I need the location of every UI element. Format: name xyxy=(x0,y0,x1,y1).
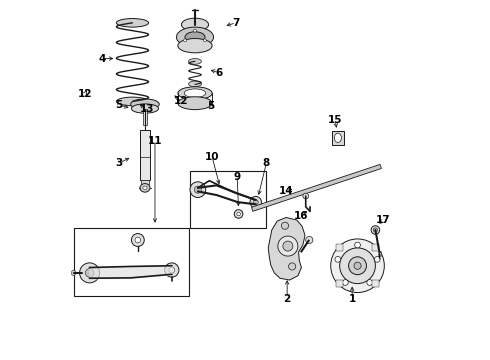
Circle shape xyxy=(377,256,383,262)
Circle shape xyxy=(374,256,380,262)
Circle shape xyxy=(348,257,367,275)
Text: 8: 8 xyxy=(263,158,270,168)
Text: 5: 5 xyxy=(207,101,215,111)
Circle shape xyxy=(253,200,258,204)
Ellipse shape xyxy=(117,18,148,27)
Circle shape xyxy=(343,280,348,285)
Ellipse shape xyxy=(178,39,212,53)
Text: 12: 12 xyxy=(78,89,92,99)
Circle shape xyxy=(135,237,141,243)
Circle shape xyxy=(194,29,196,32)
Ellipse shape xyxy=(178,87,212,100)
Circle shape xyxy=(281,222,289,229)
Text: 3: 3 xyxy=(116,158,123,168)
Ellipse shape xyxy=(117,97,148,106)
Text: 12: 12 xyxy=(174,96,189,107)
Circle shape xyxy=(354,262,361,269)
Bar xyxy=(332,131,343,145)
Circle shape xyxy=(335,256,341,262)
Bar xyxy=(140,130,150,180)
Polygon shape xyxy=(251,165,381,211)
Ellipse shape xyxy=(184,89,206,98)
Circle shape xyxy=(194,186,201,193)
Ellipse shape xyxy=(189,59,201,64)
Bar xyxy=(372,280,379,288)
Circle shape xyxy=(250,197,262,208)
Text: 16: 16 xyxy=(294,211,309,221)
Ellipse shape xyxy=(143,186,147,190)
Text: 17: 17 xyxy=(376,215,391,225)
Polygon shape xyxy=(72,270,75,276)
Circle shape xyxy=(131,234,144,247)
Circle shape xyxy=(340,248,375,284)
Circle shape xyxy=(278,236,298,256)
Bar xyxy=(190,171,267,228)
Text: 10: 10 xyxy=(205,152,220,162)
Text: 6: 6 xyxy=(216,68,223,78)
Circle shape xyxy=(373,228,377,232)
Ellipse shape xyxy=(140,184,150,192)
Circle shape xyxy=(367,280,372,285)
Circle shape xyxy=(79,263,99,283)
Text: 1: 1 xyxy=(348,294,356,303)
Circle shape xyxy=(184,39,187,42)
Bar xyxy=(74,228,189,296)
Bar xyxy=(336,244,343,251)
Polygon shape xyxy=(268,217,305,280)
Circle shape xyxy=(190,182,206,198)
Text: 7: 7 xyxy=(232,18,240,28)
Circle shape xyxy=(303,193,309,199)
Ellipse shape xyxy=(189,81,201,87)
Text: 5: 5 xyxy=(116,100,123,110)
Circle shape xyxy=(85,269,94,277)
Circle shape xyxy=(203,39,206,42)
Circle shape xyxy=(306,237,313,244)
Text: 2: 2 xyxy=(284,294,291,303)
Text: 15: 15 xyxy=(328,115,343,125)
Bar xyxy=(336,280,343,288)
Ellipse shape xyxy=(178,97,212,110)
Circle shape xyxy=(371,226,380,234)
Ellipse shape xyxy=(334,133,342,143)
Ellipse shape xyxy=(176,27,214,47)
Ellipse shape xyxy=(131,104,159,113)
Text: 11: 11 xyxy=(147,136,162,146)
Circle shape xyxy=(355,242,360,248)
Circle shape xyxy=(234,210,243,218)
Circle shape xyxy=(169,267,174,273)
Bar xyxy=(143,109,147,125)
Ellipse shape xyxy=(131,99,159,110)
Bar xyxy=(372,244,379,251)
Text: 9: 9 xyxy=(234,172,241,182)
Text: 14: 14 xyxy=(279,186,294,197)
Bar xyxy=(142,180,148,185)
Circle shape xyxy=(289,263,296,270)
Ellipse shape xyxy=(185,32,205,42)
Circle shape xyxy=(237,212,241,216)
Ellipse shape xyxy=(181,18,209,31)
Circle shape xyxy=(331,239,384,293)
Text: 4: 4 xyxy=(98,54,106,64)
Text: 13: 13 xyxy=(140,104,154,114)
Circle shape xyxy=(283,241,293,251)
Circle shape xyxy=(165,263,179,277)
